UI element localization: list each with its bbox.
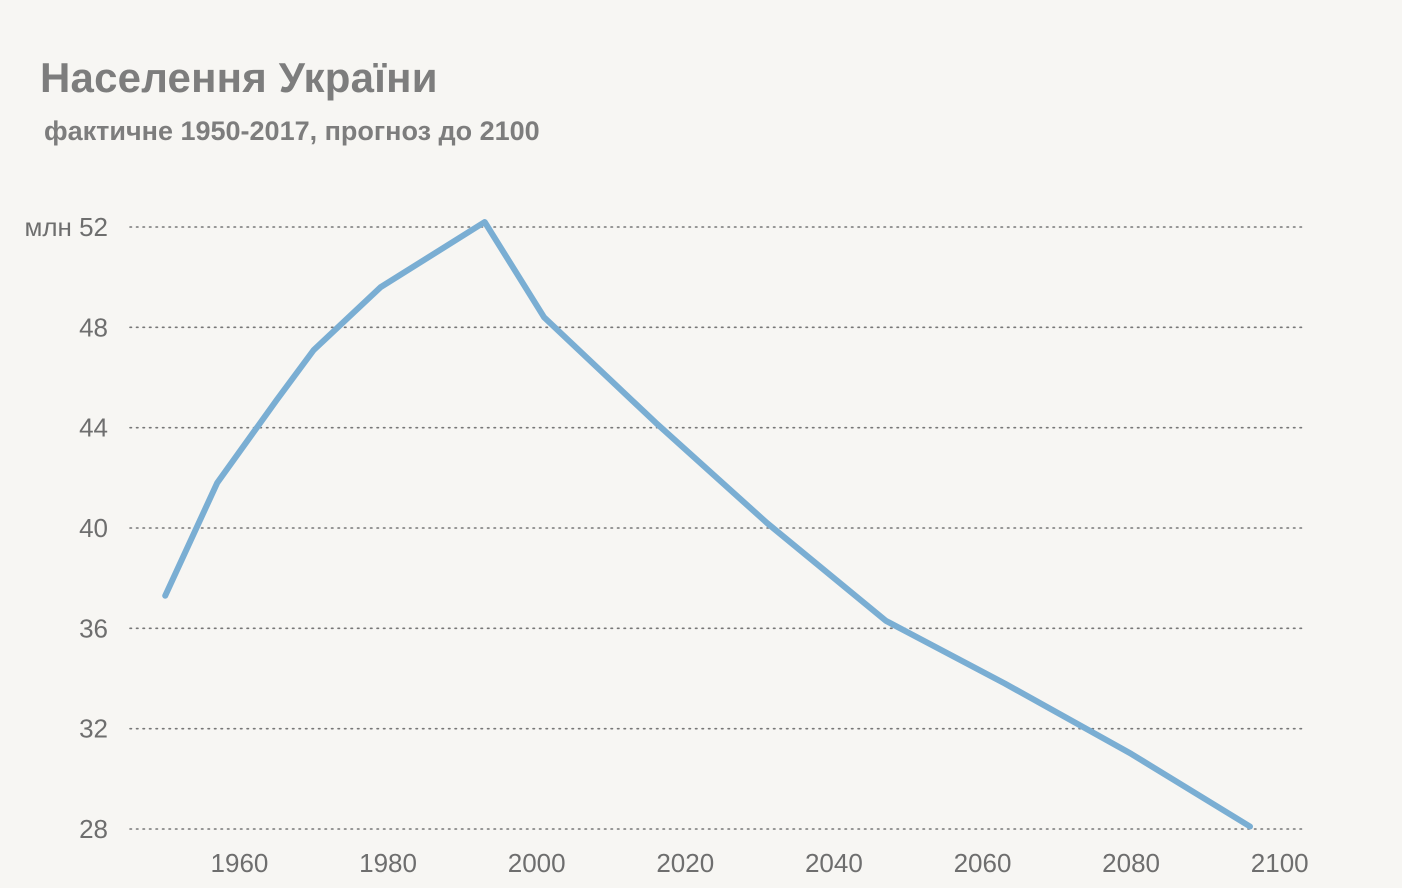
x-tick-label: 2040 bbox=[805, 848, 863, 878]
y-tick-label: 32 bbox=[79, 714, 108, 744]
x-tick-label: 2100 bbox=[1251, 848, 1309, 878]
y-tick-label: 40 bbox=[79, 513, 108, 543]
y-tick-label: млн 52 bbox=[24, 212, 108, 242]
x-tick-label: 1960 bbox=[211, 848, 269, 878]
y-tick-label: 48 bbox=[79, 312, 108, 342]
chart-subtitle: фактичне 1950-2017, прогноз до 2100 bbox=[44, 116, 540, 146]
x-axis-ticks: 1960 1980 2000 2020 2040 2060 2080 2100 bbox=[211, 848, 1309, 878]
x-tick-label: 2000 bbox=[508, 848, 566, 878]
chart-title: Населення України bbox=[40, 54, 438, 101]
gridlines bbox=[129, 226, 1303, 830]
y-tick-label: 28 bbox=[79, 814, 108, 844]
x-tick-label: 2060 bbox=[954, 848, 1012, 878]
x-tick-label: 2080 bbox=[1102, 848, 1160, 878]
x-tick-label: 1980 bbox=[359, 848, 417, 878]
series bbox=[162, 219, 1253, 830]
y-axis-ticks: 28 32 36 40 44 48 млн 52 bbox=[24, 212, 108, 844]
y-tick-label: 44 bbox=[79, 413, 108, 443]
population-series-line bbox=[162, 219, 1253, 830]
y-tick-label: 36 bbox=[79, 613, 108, 643]
x-tick-label: 2020 bbox=[656, 848, 714, 878]
